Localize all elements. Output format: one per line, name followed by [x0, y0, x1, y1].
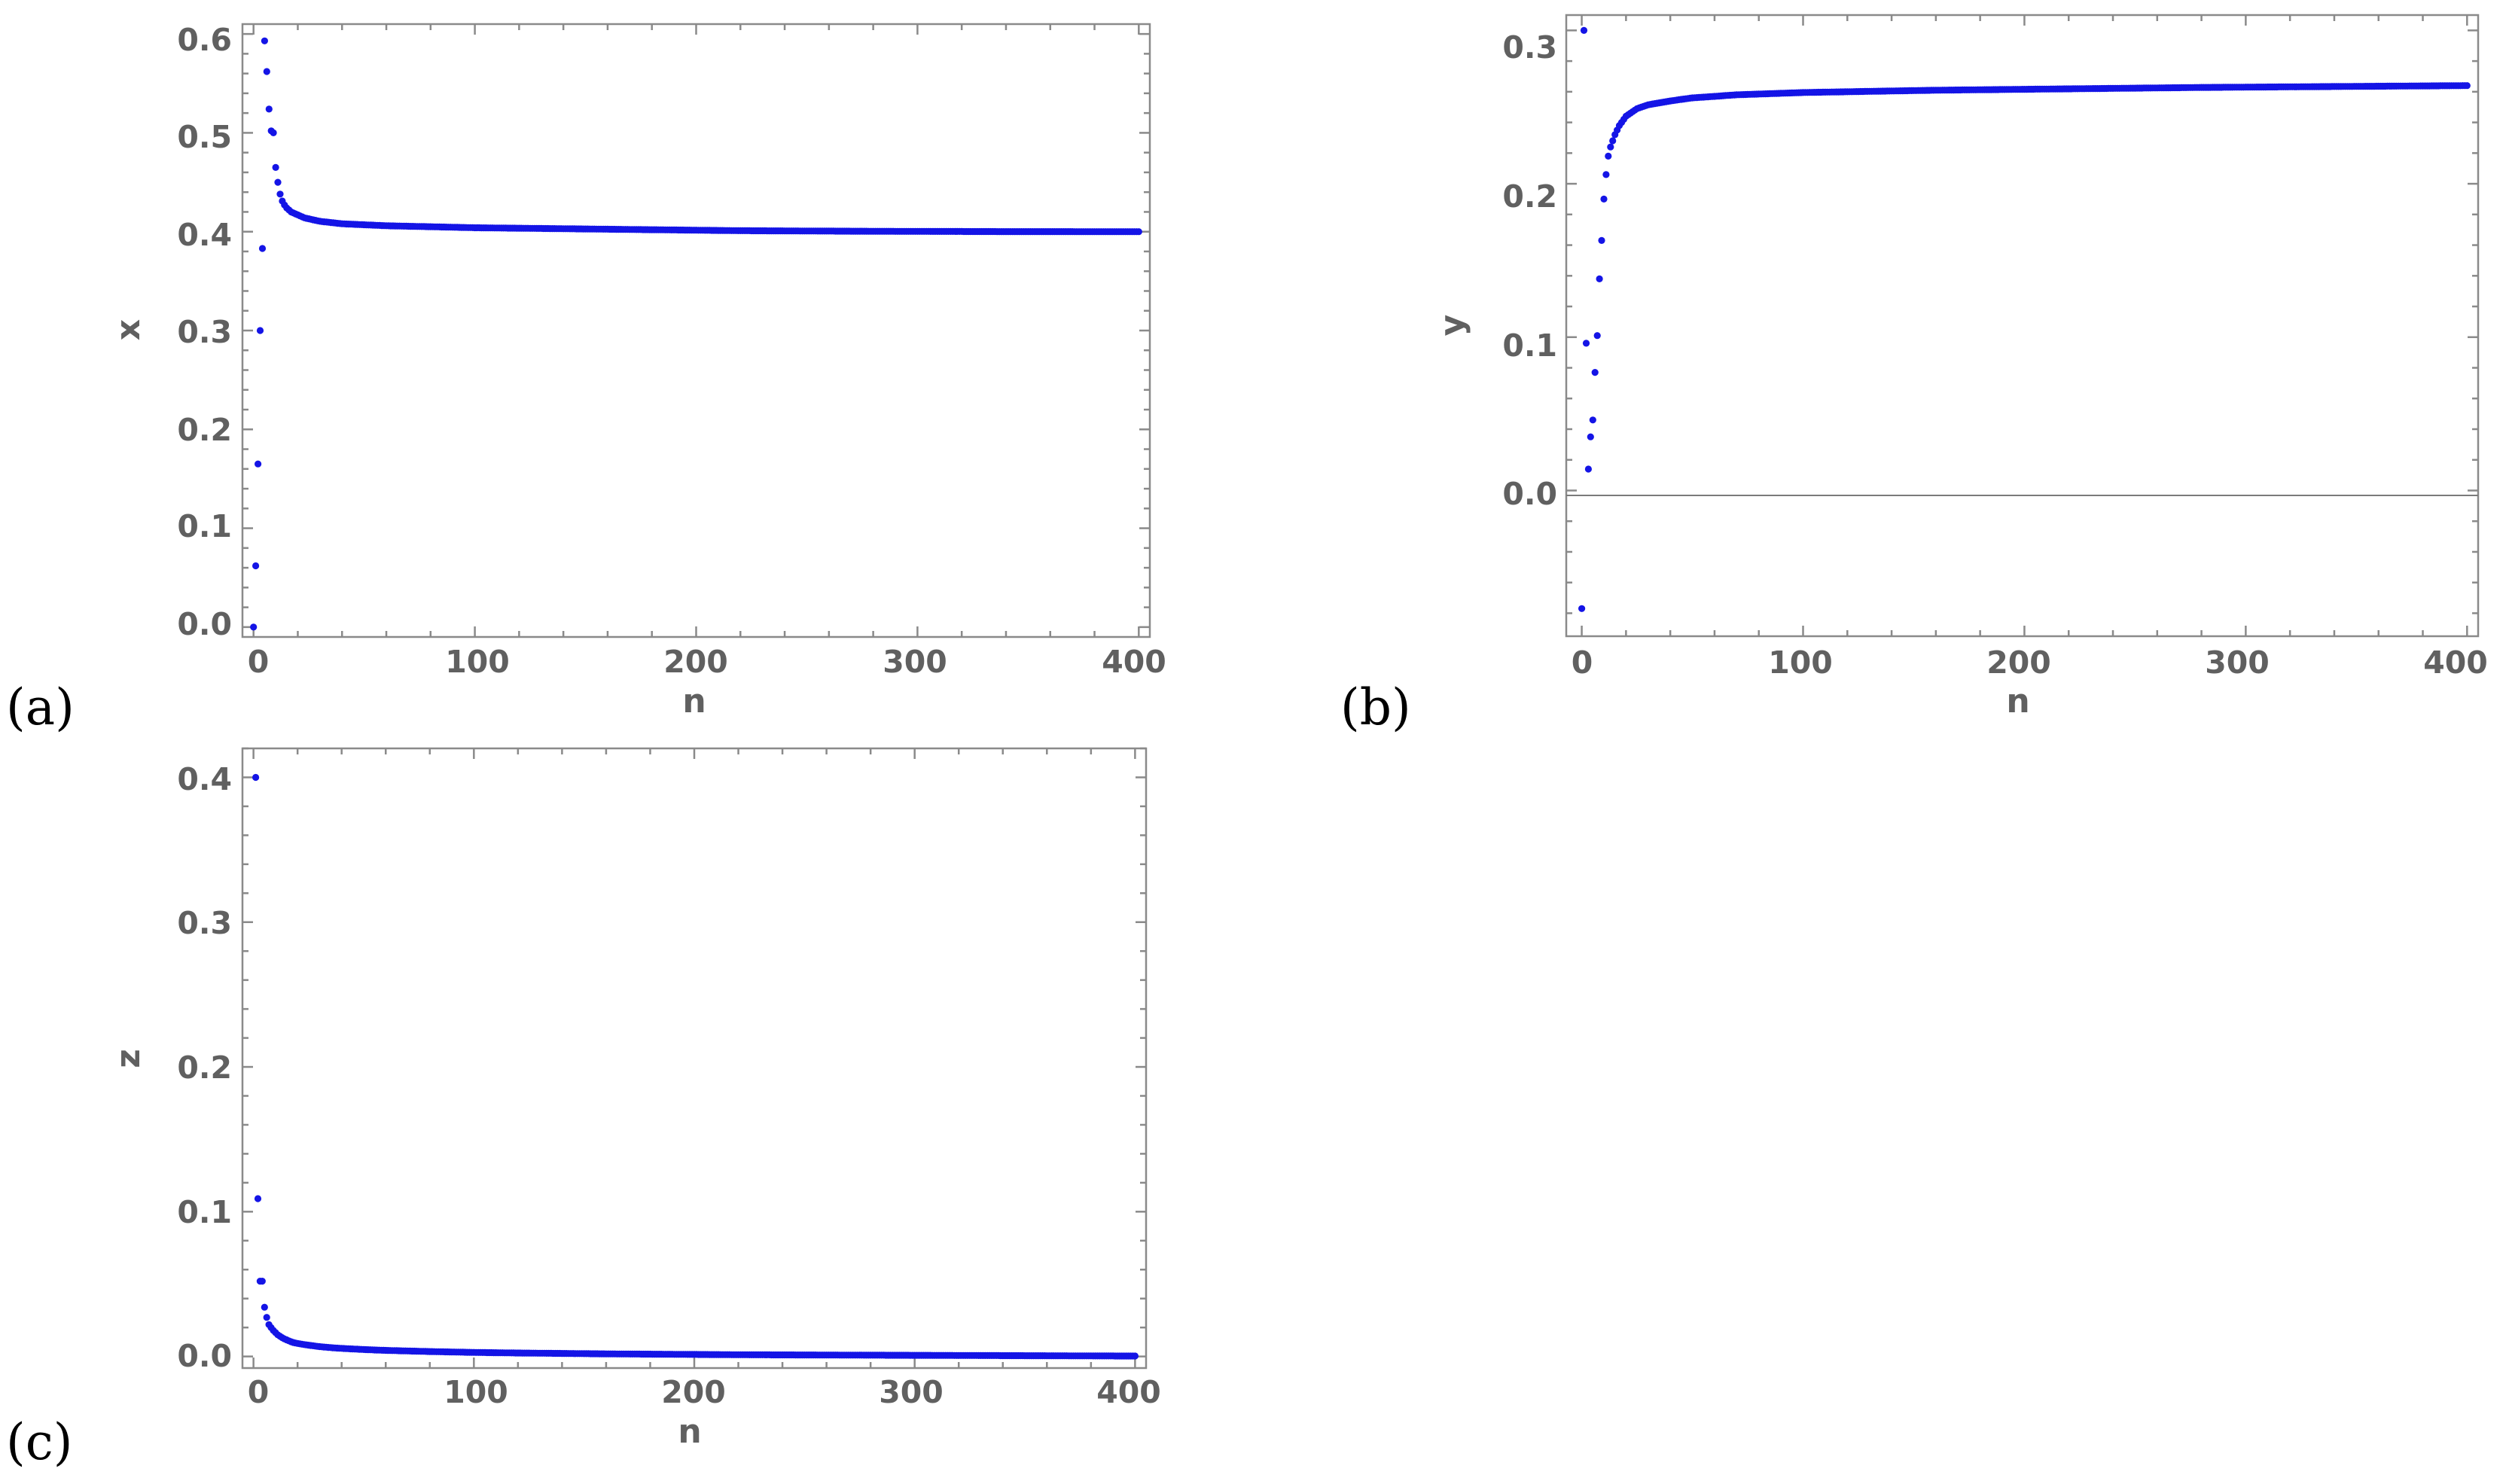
data-point	[272, 163, 279, 171]
y-tick-label: 0.6	[177, 22, 232, 58]
y-tick-label: 0.2	[1502, 178, 1557, 215]
y-axis-title-c: z	[109, 1049, 148, 1068]
y-tick-label: 0.3	[177, 905, 232, 941]
data-point	[1591, 369, 1599, 376]
x-tick-labels-a: 0 100 200 300 400	[248, 644, 1166, 680]
x-axis-title-a: n	[682, 682, 706, 721]
panel-c: 0.0 0.1 0.2 0.3 0.4 0 100 200 300 400 n …	[6, 747, 1161, 1471]
tick-marks-b	[1566, 15, 2478, 636]
panel-label-a: (a)	[6, 678, 75, 736]
y-tick-labels-c: 0.0 0.1 0.2 0.3 0.4	[177, 761, 232, 1374]
data-point	[1609, 137, 1617, 145]
tick-marks-c	[242, 747, 1146, 1368]
x-tick-label: 200	[1986, 644, 2051, 681]
x-tick-label: 300	[879, 1374, 944, 1410]
data-point	[255, 460, 262, 468]
data-point	[1133, 228, 1140, 236]
data-point	[261, 1303, 268, 1311]
panel-label-b: (b)	[1340, 678, 1411, 736]
y-tick-label: 0.0	[177, 606, 232, 642]
data-point	[1607, 143, 1614, 151]
data-point	[258, 245, 267, 252]
data-point	[1589, 416, 1596, 424]
y-tick-label: 0.5	[177, 119, 232, 155]
data-point	[263, 68, 270, 75]
tick-marks-a	[242, 24, 1150, 637]
panel-label-c: (c)	[6, 1413, 72, 1471]
plot-frame-c	[241, 747, 1148, 1370]
x-tick-labels-c: 0 100 200 300 400	[248, 1374, 1161, 1410]
x-tick-label: 400	[1102, 644, 1166, 680]
x-tick-label: 200	[661, 1374, 726, 1410]
y-tick-label: 0.2	[177, 1050, 232, 1086]
x-tick-label: 100	[1768, 644, 1833, 681]
x-tick-labels-b: 0 100 200 300 400	[1572, 644, 2488, 681]
y-tick-label: 0.3	[1502, 29, 1557, 66]
data-point	[1593, 332, 1601, 340]
y-tick-label: 0.1	[1502, 328, 1557, 364]
data-point	[254, 1195, 262, 1202]
x-tick-label: 300	[2205, 644, 2270, 681]
x-tick-label: 0	[248, 644, 270, 680]
y-tick-label: 0.0	[1502, 476, 1557, 512]
data-points-a	[250, 37, 1142, 631]
x-tick-label: 400	[1096, 1374, 1161, 1410]
y-tick-labels-b: 0.0 0.1 0.2 0.3	[1502, 29, 1557, 512]
data-point	[1596, 275, 1603, 282]
x-tick-label: 100	[444, 1374, 508, 1410]
panel-a: 0.0 0.1 0.2 0.3 0.4 0.5 0.6 0 100 200 30…	[6, 22, 1166, 736]
data-point	[252, 773, 260, 782]
x-axis-title-c: n	[678, 1412, 701, 1451]
x-tick-label: 100	[445, 644, 510, 680]
data-point	[256, 327, 264, 334]
data-point	[276, 190, 284, 198]
data-point	[1602, 171, 1610, 178]
y-tick-label: 0.1	[177, 1194, 232, 1230]
data-point	[1129, 1352, 1136, 1360]
data-point	[250, 623, 258, 631]
data-point	[261, 37, 268, 44]
data-point	[1598, 236, 1605, 244]
data-point	[263, 1314, 270, 1321]
y-tick-label: 0.0	[177, 1338, 232, 1374]
x-tick-label: 0	[248, 1374, 270, 1410]
x-axis-title-b: n	[2006, 682, 2029, 721]
data-point	[1580, 26, 1588, 35]
x-tick-label: 400	[2423, 644, 2488, 681]
x-tick-label: 0	[1572, 644, 1593, 681]
data-point	[270, 129, 277, 136]
data-point	[2461, 82, 2468, 90]
y-tick-label: 0.4	[177, 761, 232, 797]
plot-frame-b	[1565, 14, 2480, 638]
data-points-c	[252, 773, 1139, 1360]
data-points-b	[1578, 26, 2471, 612]
x-tick-label: 300	[883, 644, 947, 680]
x-tick-label: 200	[663, 644, 728, 680]
plot-frame-a	[241, 23, 1151, 638]
data-point	[252, 562, 260, 570]
y-tick-label: 0.4	[177, 217, 232, 253]
data-point	[274, 178, 282, 186]
y-tick-label: 0.2	[177, 412, 232, 448]
y-axis-title-a: x	[109, 319, 148, 340]
panel-b: 0.0 0.1 0.2 0.3 0 100 200 300 400 n y (b…	[1340, 14, 2488, 736]
y-tick-label: 0.3	[177, 314, 232, 350]
y-tick-labels-a: 0.0 0.1 0.2 0.3 0.4 0.5 0.6	[177, 22, 232, 642]
data-point	[1587, 433, 1594, 440]
data-point	[1605, 152, 1612, 160]
data-point	[1578, 605, 1586, 612]
data-point	[1582, 340, 1590, 347]
y-axis-title-b: y	[1433, 315, 1471, 337]
data-point	[258, 1278, 266, 1285]
data-point	[1584, 465, 1592, 473]
y-tick-label: 0.1	[177, 508, 232, 544]
data-point	[1600, 195, 1608, 203]
data-point	[265, 105, 273, 113]
